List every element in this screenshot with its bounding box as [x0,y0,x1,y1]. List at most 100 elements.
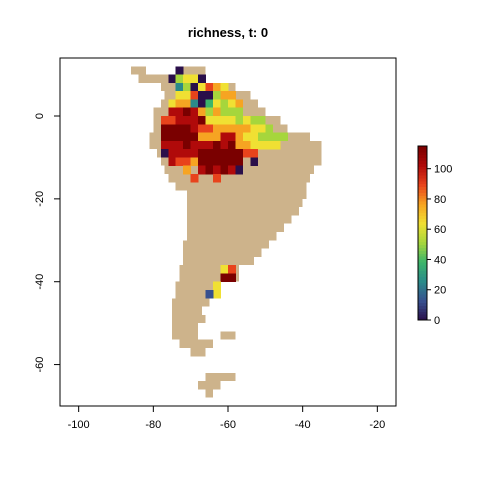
y-tick-label: -20 [34,191,46,207]
richness-cell [190,124,199,133]
colorbar-swatch [418,177,427,182]
richness-cell [242,124,251,133]
richness-cell [168,99,177,109]
colorbar-swatch [418,183,427,188]
richness-cell [235,107,244,117]
richness-cell [175,66,184,75]
colorbar-swatch [418,250,427,254]
richness-cell [265,124,274,133]
x-tick-label: -80 [145,419,161,431]
colorbar-swatch [418,241,427,246]
richness-cell [190,140,199,150]
richness-cell [183,149,191,158]
land-cell [186,207,299,216]
richness-cell [183,91,191,100]
richness-cell [198,149,206,158]
land-cell [172,298,210,307]
richness-cell [175,99,184,109]
richness-cell [220,107,229,117]
richness-cell [168,116,177,125]
richness-cell [198,132,206,142]
richness-cell [213,149,221,158]
land-cell [175,182,307,191]
richness-cell [228,265,236,274]
richness-cell [175,132,184,142]
colorbar-swatch [418,209,427,214]
richness-cell [235,157,244,167]
land-cell [179,66,206,75]
land-cell [175,290,214,299]
richness-cell [205,157,214,167]
richness-cell [235,165,244,175]
x-axis: -100 -80 -60 -40 -20 [68,406,385,431]
richness-cell [242,140,251,150]
colorbar-swatch [418,212,427,217]
richness-cell [205,140,214,150]
richness-cell [235,124,244,133]
y-tick-label: -40 [34,274,46,290]
richness-cell [205,116,214,125]
richness-cell [160,149,169,158]
richness-cell [190,116,199,125]
colorbar-swatch [418,311,427,315]
richness-cell [220,99,229,109]
richness-cell [213,165,221,175]
richness-cell [220,140,229,150]
richness-cell [205,149,214,158]
richness-cell [168,140,177,150]
land-cell [186,198,303,208]
colorbar-swatch [418,276,427,280]
colorbar-swatch [418,230,427,234]
richness-cell [228,132,236,142]
richness-cell [160,116,169,125]
richness-cell [160,140,169,150]
richness-cell [213,281,221,291]
colorbar-swatch [418,215,427,219]
richness-cell [168,124,177,133]
richness-cell [280,132,289,142]
land-cell [190,348,206,357]
colorbar-swatch [418,224,427,228]
richness-cell [220,91,229,100]
richness-cell [205,165,214,175]
richness-cell [257,116,266,125]
richness-cell [272,132,281,142]
richness-cell [198,99,206,109]
colorbar-swatch [418,302,427,306]
richness-cell [198,140,206,150]
colorbar-swatch [418,262,427,266]
land-cell [183,248,262,257]
richness-cell [220,149,229,158]
richness-cell [213,91,221,100]
richness-cell [190,82,199,92]
richness-cell [198,74,206,84]
land-cell [205,389,214,398]
richness-cell [160,124,169,133]
colorbar-swatch [418,264,427,269]
richness-cell [213,116,221,125]
colorbar-swatch [418,256,427,260]
richness-cell [190,107,199,117]
colorbar-swatch [418,157,427,161]
richness-cell [205,107,214,117]
richness-cell [198,124,206,133]
colorbar-swatch [418,273,427,277]
richness-cell [183,140,191,150]
land-cell [186,190,307,199]
colorbar-swatch [418,201,427,205]
richness-cell [220,124,229,133]
richness-cell [272,140,281,150]
richness-cell [228,165,236,175]
land-cell [183,240,270,249]
richness-cell [183,107,191,117]
y-tick-label: -60 [34,357,46,373]
colorbar-swatch [418,235,427,240]
colorbar-swatch [418,151,427,156]
richness-cell [205,99,214,109]
richness-cell [168,74,177,84]
richness-cell [213,140,221,150]
colorbar-swatch [418,186,427,190]
land-cell [168,174,311,183]
colorbar-swatch [418,293,427,298]
richness-cell [183,165,191,175]
